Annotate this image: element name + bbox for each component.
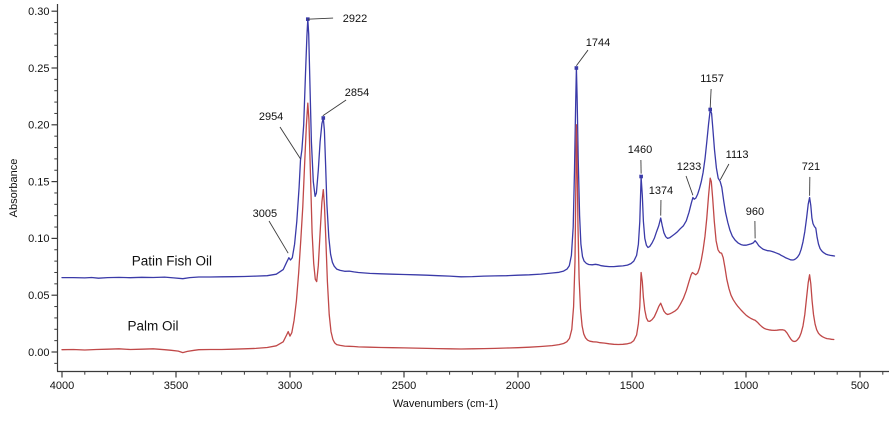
peak-annotation-label-960: 960 [746,206,764,218]
peak-annotation-line-2954 [279,126,301,160]
peak-marker-1460 [639,174,643,179]
series-line-patin-fish-oil [61,18,836,280]
peak-marker-2854 [321,116,326,120]
peak-annotation-line-3005 [268,220,289,254]
peak-annotation-label-1744: 1744 [586,37,610,49]
peak-annotation-line-1113 [719,163,730,181]
peak-annotation-label-1233: 1233 [677,161,701,173]
peak-annotation-line-2854 [322,99,347,117]
peak-marker-1744 [574,66,579,70]
peak-annotation-label-3005: 3005 [253,208,277,220]
y-tick-label-0.25: 0.25 [28,63,49,75]
y-axis-title: Absorbance [8,158,20,218]
x-tick-label-1500: 1500 [620,380,644,392]
y-tick-label-0.05: 0.05 [28,290,49,302]
peak-annotation-line-1157 [709,88,712,108]
x-tick-label-4000: 4000 [50,380,74,392]
peak-annotation-label-2954: 2954 [259,111,283,123]
peak-annotation-label-2854: 2854 [345,87,369,99]
peak-annotation-label-1157: 1157 [700,73,724,85]
peak-marker-1157 [708,107,713,112]
series-line-palm-oil [61,102,835,354]
y-tick-label-0.15: 0.15 [28,176,49,188]
x-tick-label-2000: 2000 [506,380,530,392]
x-tick-label-3500: 3500 [164,380,188,392]
peak-annotation-label-721: 721 [802,161,820,173]
x-axis-title: Wavenumbers (cm-1) [392,398,499,410]
x-tick-label-2500: 2500 [392,380,416,392]
peak-annotation-label-2922: 2922 [343,13,367,25]
peak-annotation-line-2922 [307,17,334,20]
peak-annotation-label-1113: 1113 [726,149,749,161]
peak-annotation-line-1744 [576,49,589,66]
series-label-palm-oil: Palm Oil [127,318,178,333]
peak-annotation-label-1460: 1460 [628,144,652,156]
x-tick-label-500: 500 [851,380,869,392]
y-tick-label-0.00: 0.00 [28,347,49,359]
peak-annotation-label-1374: 1374 [649,185,673,197]
y-tick-label-0.30: 0.30 [28,6,49,18]
peak-annotation-line-1233 [685,175,694,196]
y-tick-label-0.10: 0.10 [28,233,49,245]
x-tick-label-3000: 3000 [278,380,302,392]
x-tick-label-1000: 1000 [734,380,758,392]
y-tick-label-0.20: 0.20 [28,120,49,132]
series-label-patin-fish-oil: Patin Fish Oil [132,254,212,269]
